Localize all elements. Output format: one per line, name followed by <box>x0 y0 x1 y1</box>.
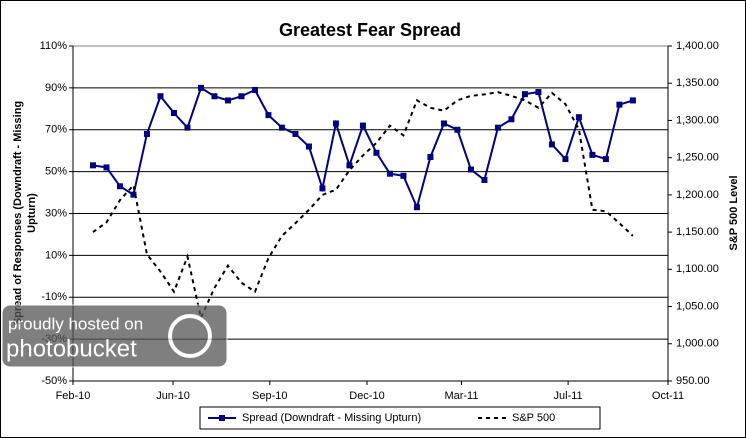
point <box>454 126 461 133</box>
y-tick-label: 70% <box>45 124 67 136</box>
point <box>197 84 204 91</box>
point <box>508 116 515 123</box>
point <box>359 122 366 129</box>
y-tick-label: 110% <box>40 40 68 52</box>
point <box>130 191 137 198</box>
y2-tick-label: 1,050.00 <box>676 300 719 312</box>
x-tick-label: Feb-10 <box>56 390 91 402</box>
point <box>521 91 528 98</box>
point <box>386 170 393 177</box>
x-tick-label: Sep-10 <box>252 390 287 402</box>
point <box>319 185 326 192</box>
point <box>575 114 582 121</box>
y2-tick-label: 950.00 <box>676 375 710 387</box>
watermark-text: proudly hosted on <box>8 314 143 333</box>
y-axis-title: Upturn) <box>26 193 38 233</box>
point <box>278 124 285 131</box>
y2-tick-label: 1,200.00 <box>676 189 719 201</box>
point <box>184 124 191 131</box>
legend-label: S&P 500 <box>512 412 555 424</box>
point <box>89 162 96 169</box>
y-tick-label: 10% <box>45 249 67 261</box>
point <box>562 156 569 163</box>
watermark-logo <box>168 314 212 358</box>
point <box>305 143 312 150</box>
point <box>251 86 258 93</box>
point <box>494 124 501 131</box>
watermark-box <box>1 304 228 368</box>
point <box>346 162 353 169</box>
point <box>427 153 434 160</box>
point <box>548 141 555 148</box>
point <box>265 112 272 119</box>
point <box>332 120 339 127</box>
point <box>224 97 231 104</box>
point <box>440 120 447 127</box>
y-tick-label: 90% <box>45 82 67 94</box>
y-axis-title: Spread of Responses (Downdraft - Missing <box>12 101 24 325</box>
chart-title: Greatest Fear Spread <box>279 20 461 40</box>
point <box>116 183 123 190</box>
y2-axis-title: S&P 500 Level <box>728 175 740 250</box>
point <box>143 130 150 137</box>
y2-tick-label: 1,000.00 <box>676 338 719 350</box>
point <box>211 93 218 100</box>
point <box>103 164 110 171</box>
point <box>238 93 245 100</box>
watermark-text: photobucket <box>6 335 137 362</box>
y2-tick-label: 1,150.00 <box>676 226 719 238</box>
legend-label: Spread (Downdraft - Missing Upturn) <box>242 412 421 424</box>
y2-tick-label: 1,350.00 <box>676 77 719 89</box>
y2-tick-label: 1,400.00 <box>676 40 719 52</box>
point <box>400 172 407 179</box>
y-tick-label: 30% <box>45 207 67 219</box>
point <box>413 204 420 211</box>
y2-tick-label: 1,100.00 <box>676 263 719 275</box>
y-tick-label: -50% <box>41 375 67 387</box>
x-tick-label: Dec-10 <box>349 390 384 402</box>
point <box>602 156 609 163</box>
x-tick-label: Oct-11 <box>652 390 684 402</box>
point <box>292 130 299 137</box>
series-line <box>92 91 634 321</box>
y-tick-label: -10% <box>41 291 67 303</box>
x-tick-label: Jun-10 <box>156 390 190 402</box>
watermark: proudly hosted on photobucket <box>1 304 228 368</box>
point <box>481 177 488 183</box>
legend-marker <box>219 415 225 421</box>
y2-tick-label: 1,300.00 <box>676 114 719 126</box>
point <box>170 110 177 116</box>
y2-tick-label: 1,250.00 <box>676 152 719 164</box>
point <box>616 101 623 108</box>
point <box>589 151 596 158</box>
point <box>373 149 380 156</box>
point <box>535 89 542 96</box>
point <box>629 97 636 104</box>
point <box>467 166 474 173</box>
legend <box>199 406 601 430</box>
y-tick-label: 50% <box>45 166 67 178</box>
point <box>157 93 164 100</box>
x-tick-label: Jul-11 <box>554 390 583 402</box>
x-tick-label: Mar-11 <box>444 390 478 402</box>
